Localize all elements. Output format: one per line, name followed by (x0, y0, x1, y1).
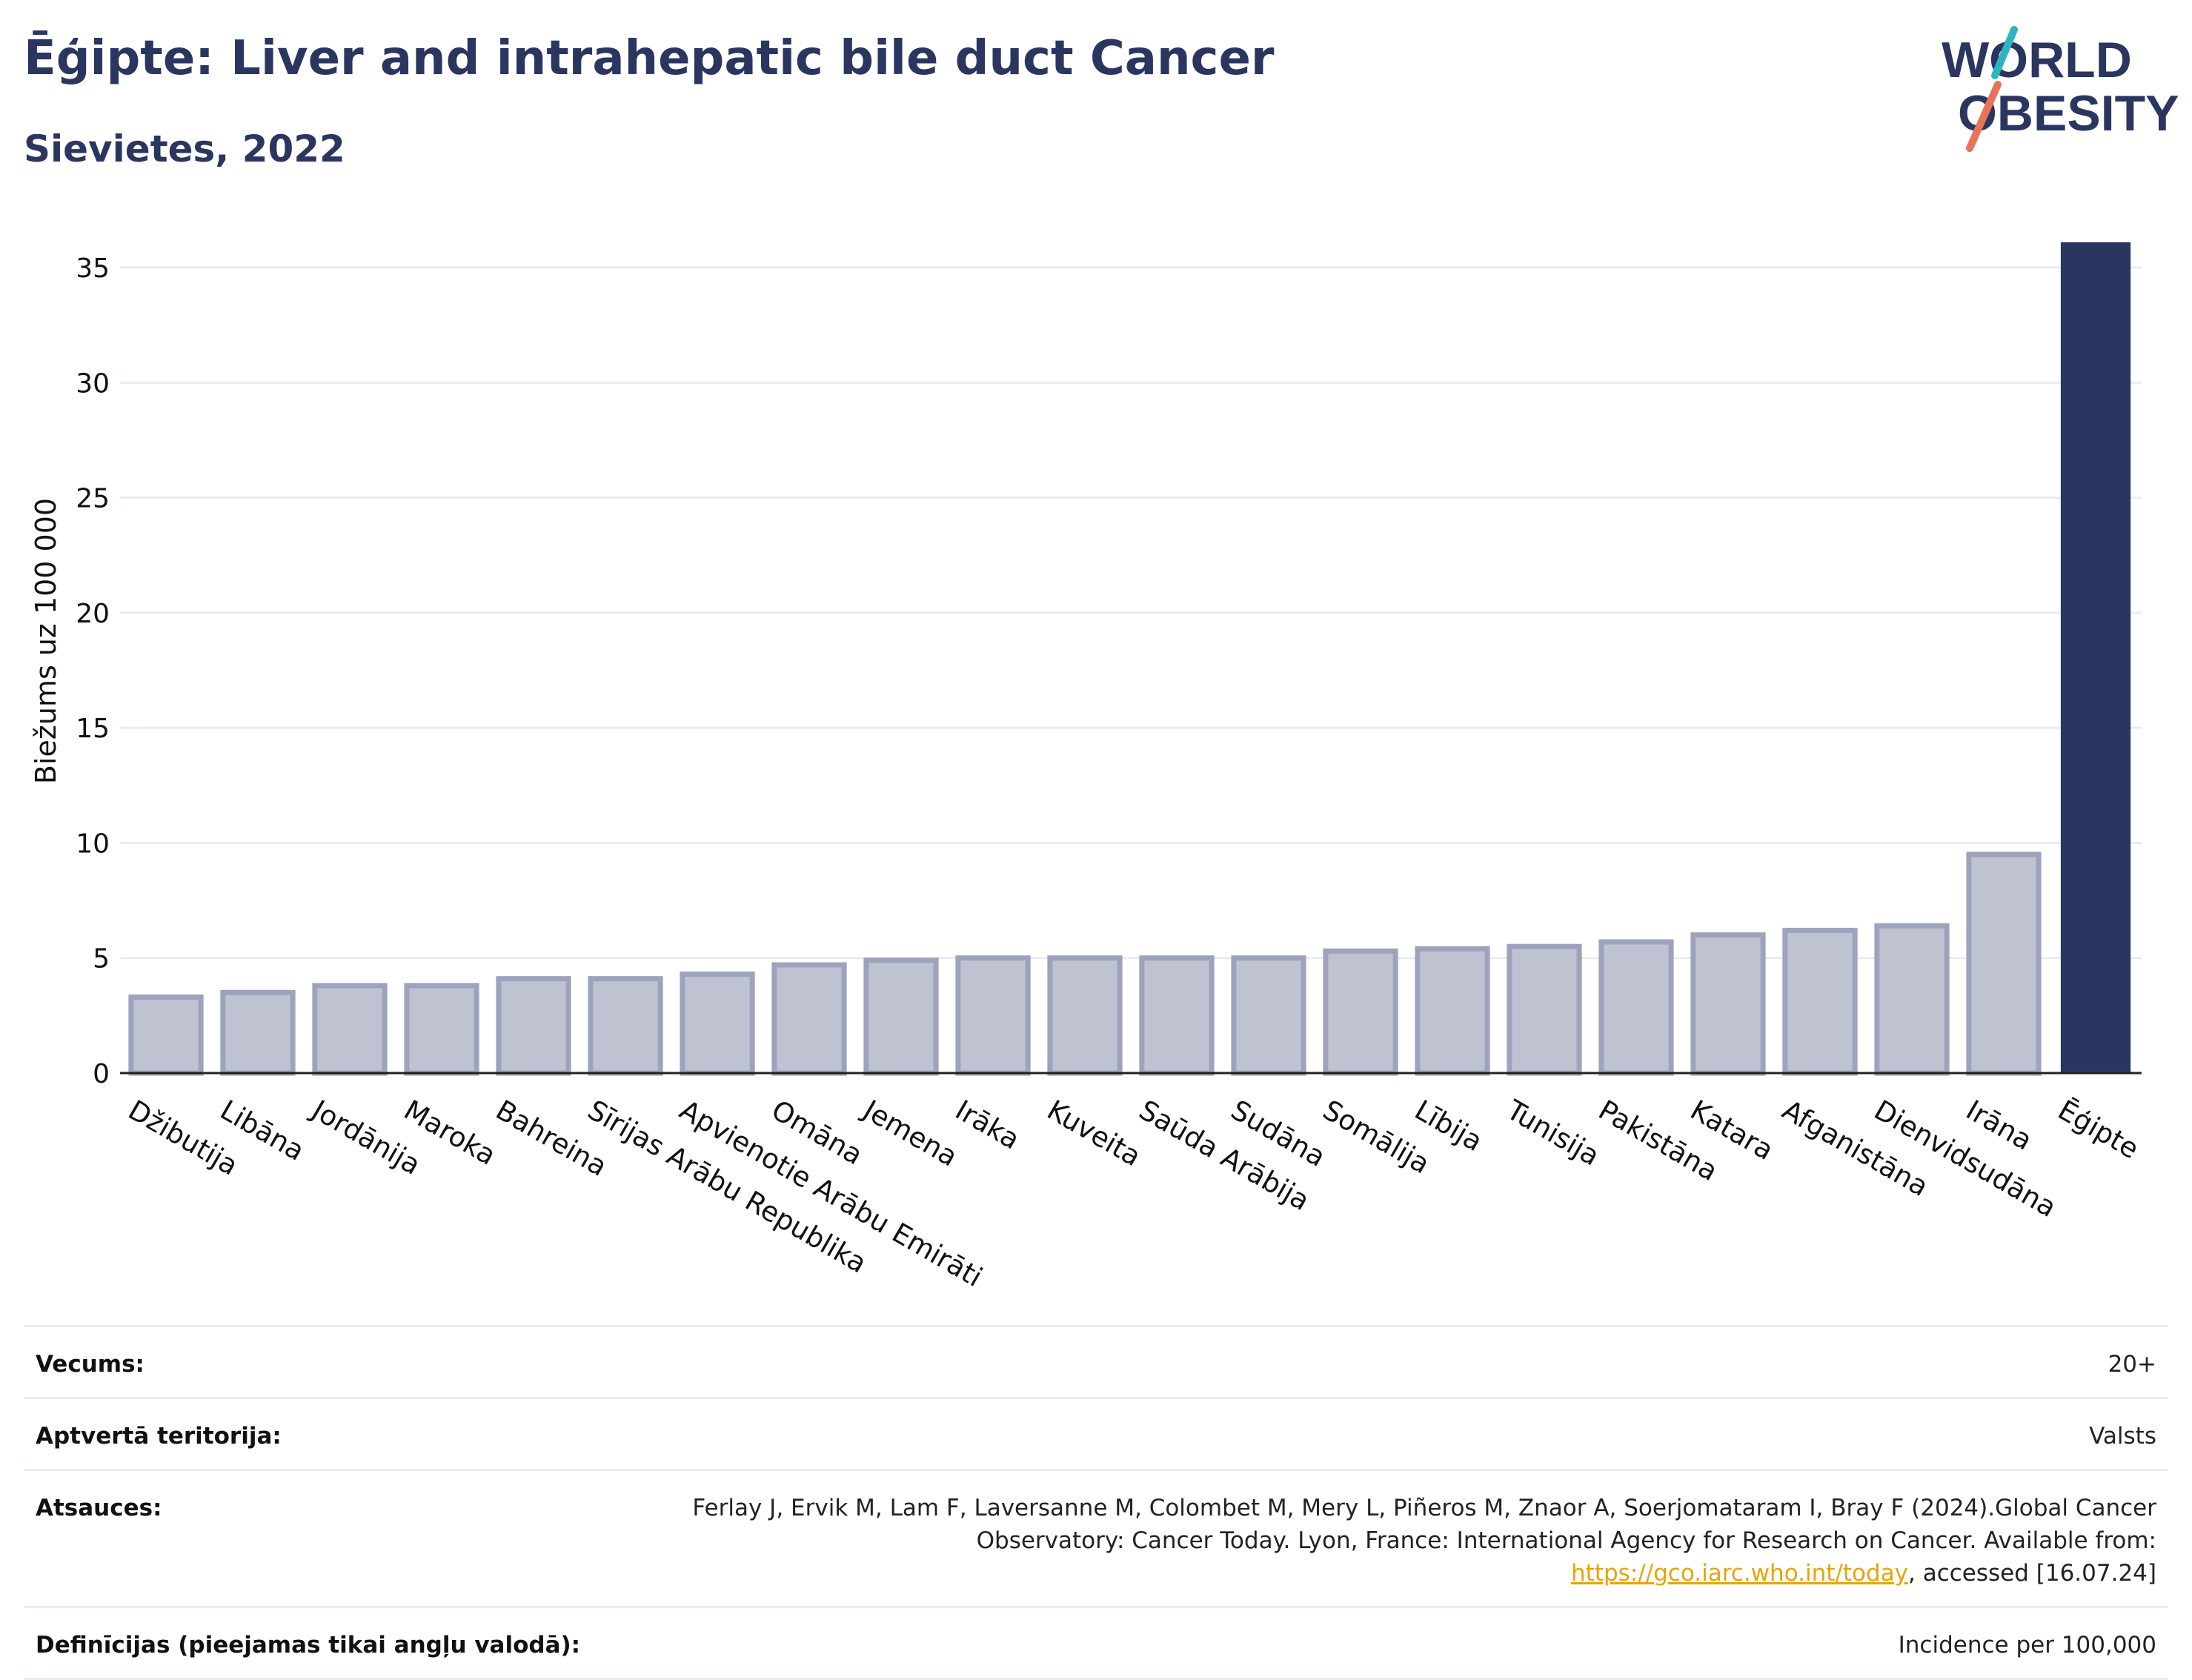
coverage-label: Aptvertā teritorija: (36, 1423, 282, 1450)
y-tick-label: 10 (76, 829, 110, 859)
bar[interactable] (220, 989, 296, 1076)
definitions-label: Definīcijas (pieejamas tikai angļu valod… (36, 1632, 581, 1659)
references-label: Atsauces: (36, 1495, 162, 1521)
age-value: 20+ (2108, 1351, 2156, 1378)
bar[interactable] (2060, 242, 2131, 1074)
y-tick-label: 5 (93, 944, 110, 975)
references-link[interactable]: https://gco.iarc.who.int/today (1571, 1560, 1908, 1587)
y-tick-label: 20 (76, 599, 110, 629)
bars (128, 242, 2131, 1076)
bar[interactable] (1047, 955, 1123, 1076)
bar[interactable] (128, 995, 204, 1076)
definitions-value: Incidence per 100,000 (1898, 1632, 2156, 1659)
bar[interactable] (1231, 955, 1306, 1076)
x-tick-label: Jemena (857, 1093, 963, 1173)
bar[interactable] (1782, 927, 1858, 1076)
bar[interactable] (1690, 932, 1766, 1076)
bar[interactable] (771, 962, 847, 1076)
references-suffix: , accessed [16.07.24] (1907, 1560, 2156, 1587)
bar[interactable] (496, 976, 571, 1076)
world-obesity-logo: WORLD OBESITY (1942, 26, 2179, 152)
x-tick-label: Tunisija (1501, 1094, 1605, 1172)
references-value: Ferlay J, Ervik M, Lam F, Laversanne M, … (637, 1492, 2156, 1590)
x-tick-label: Kuveita (1042, 1094, 1146, 1172)
y-tick-label: 25 (76, 484, 110, 514)
meta-row-age: Vecums: 20+ (24, 1325, 2168, 1397)
y-tick-labels: 0 5 10 15 20 25 30 35 (76, 253, 110, 1089)
y-tick-label: 15 (76, 714, 110, 744)
bar[interactable] (955, 955, 1031, 1076)
age-label: Vecums: (36, 1351, 145, 1378)
chart-title: Ēģipte: Liver and intrahepatic bile duct… (24, 31, 1275, 86)
bar[interactable] (1323, 948, 1398, 1076)
bar[interactable] (1966, 851, 2042, 1076)
logo-slash-teal (1991, 26, 2018, 79)
y-tick-label: 0 (93, 1059, 110, 1089)
logo-slash-coral (1966, 81, 2002, 152)
bar[interactable] (1139, 955, 1215, 1076)
chart-subtitle: Sievietes, 2022 (24, 127, 345, 170)
bar[interactable] (1874, 923, 1950, 1076)
bar[interactable] (588, 976, 663, 1076)
x-tick-labels: DžibutijaLibānaJordānijaMarokaBahreinaSī… (123, 1093, 2145, 1293)
meta-row-coverage: Aptvertā teritorija: Valsts (24, 1397, 2168, 1469)
bar[interactable] (1507, 943, 1582, 1076)
references-text: Ferlay J, Ervik M, Lam F, Laversanne M, … (692, 1495, 2156, 1554)
y-tick-label: 30 (76, 368, 110, 399)
metadata-table: Vecums: 20+ Aptvertā teritorija: Valsts … (24, 1325, 2168, 1680)
bar[interactable] (1415, 946, 1490, 1076)
bar[interactable] (404, 983, 479, 1076)
gridlines (120, 266, 2142, 960)
coverage-value: Valsts (2089, 1423, 2156, 1450)
bar[interactable] (680, 971, 755, 1076)
y-tick-label: 35 (76, 253, 110, 284)
logo-word-world: WORLD (1942, 32, 2132, 88)
bar[interactable] (312, 983, 388, 1076)
meta-row-references: Atsauces: Ferlay J, Ervik M, Lam F, Lave… (24, 1469, 2168, 1606)
bar[interactable] (1598, 939, 1674, 1076)
bar[interactable] (863, 957, 939, 1076)
bar-chart: 0 5 10 15 20 25 30 35 DžibutijaLibānaJordānijaM… (30, 242, 2145, 1293)
meta-row-definitions: Definīcijas (pieejamas tikai angļu valod… (24, 1606, 2168, 1680)
y-axis-label: Biežums uz 100 000 (30, 498, 62, 784)
x-tick-label: Ēģipte (2053, 1094, 2145, 1165)
